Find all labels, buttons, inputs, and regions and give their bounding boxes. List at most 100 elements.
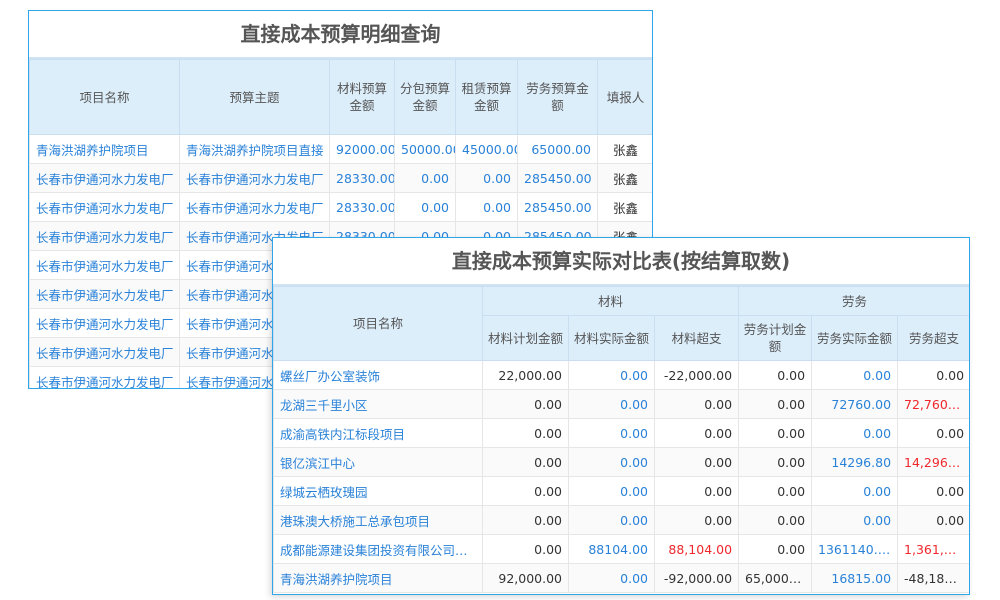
project-name-link[interactable]: 龙湖三千里小区	[273, 389, 483, 419]
compare-cell: 88,104.00	[653, 534, 740, 564]
compare-cell: 0.00	[568, 563, 655, 593]
compare-cell: 72760.00	[811, 389, 899, 419]
project-name-link[interactable]: 港珠澳大桥施工总承包项目	[273, 505, 483, 535]
compare-cell: 0.00	[568, 476, 655, 506]
compare-col-header[interactable]: 劳务计划金额	[738, 315, 813, 361]
compare-cell: 0.00	[482, 418, 569, 448]
group-labor: 劳务	[738, 286, 969, 316]
detail-cell: 45000.00	[455, 134, 518, 164]
detail-cell: 285450.00	[517, 192, 598, 222]
compare-cell: -92,000.00	[653, 563, 740, 593]
compare-cell: 0.00	[738, 476, 813, 506]
table-row[interactable]: 长春市伊通河水力发电厂 长春市伊通河水力发电厂 28330.00 0.00 0.00 28…	[29, 163, 652, 193]
compare-cell: 0.00	[568, 389, 655, 419]
compare-cell: 0.00	[738, 534, 813, 564]
compare-col-header[interactable]: 劳务超支	[897, 315, 969, 361]
detail-col-header[interactable]: 项目名称	[29, 59, 180, 135]
compare-cell: 88104.00	[568, 534, 655, 564]
compare-cell: 0.00	[568, 447, 655, 477]
project-name-link[interactable]: 成渝高铁内江标段项目	[273, 418, 483, 448]
compare-cell: 65,000.00	[738, 563, 813, 593]
compare-col-header[interactable]: 劳务实际金额	[811, 315, 899, 361]
compare-cell: 0.00	[568, 418, 655, 448]
project-name-link[interactable]: 螺丝厂办公室装饰	[273, 360, 483, 390]
detail-cell[interactable]: 青海洪湖养护院项目直接	[179, 134, 330, 164]
compare-cell: 0.00	[738, 447, 813, 477]
project-name-link[interactable]: 青海洪湖养护院项目	[273, 563, 483, 593]
detail-cell: 张鑫	[597, 163, 652, 193]
compare-table: 项目名称 材料 劳务 材料计划金额 材料实际金额 材料超支 劳务计划金额 劳务实际金额劳…	[273, 286, 969, 593]
compare-cell: 0.00	[653, 505, 740, 535]
detail-col-header[interactable]: 租赁预算金额	[455, 59, 518, 135]
detail-cell[interactable]: 长春市伊通河水力发电厂	[29, 366, 180, 388]
detail-col-header[interactable]: 材料预算金额	[329, 59, 395, 135]
compare-title: 直接成本预算实际对比表(按结算取数)	[273, 238, 969, 286]
detail-cell: 28330.00	[329, 192, 395, 222]
detail-cell: 0.00	[455, 163, 518, 193]
detail-cell[interactable]: 长春市伊通河水力发电厂	[29, 163, 180, 193]
detail-cell[interactable]: 长春市伊通河水力发电厂	[29, 192, 180, 222]
detail-cell[interactable]: 长春市伊通河水力发电厂	[29, 337, 180, 367]
compare-cell: 14296.80	[811, 447, 899, 477]
compare-cell: 0.00	[653, 389, 740, 419]
compare-cell: 14,296.80	[897, 447, 969, 477]
detail-cell: 92000.00	[329, 134, 395, 164]
table-row[interactable]: 青海洪湖养护院项目 92,000.00 0.00 -92,000.00 65,000.0…	[273, 563, 969, 593]
compare-cell: 1,361,140.00	[897, 534, 969, 564]
table-row[interactable]: 成都能源建设集团投资有限公司临时 0.00 88104.00 88,104.00 0.0…	[273, 534, 969, 564]
detail-cell: 0.00	[394, 192, 456, 222]
compare-cell: 0.00	[653, 447, 740, 477]
table-row[interactable]: 银亿滨江中心 0.00 0.00 0.00 0.00 14296.80 14,296.80	[273, 447, 969, 477]
table-row[interactable]: 成渝高铁内江标段项目 0.00 0.00 0.00 0.00 0.00 0.00	[273, 418, 969, 448]
budget-compare-panel: 直接成本预算实际对比表(按结算取数) 项目名称 材料 劳务 材料计划金额 材料实际…	[272, 237, 970, 595]
detail-col-header[interactable]: 分包预算金额	[394, 59, 456, 135]
detail-col-header[interactable]: 劳务预算金额	[517, 59, 598, 135]
detail-cell[interactable]: 长春市伊通河水力发电厂	[29, 308, 180, 338]
compare-cell: 0.00	[482, 476, 569, 506]
compare-cell: 72,760.00	[897, 389, 969, 419]
detail-cell[interactable]: 青海洪湖养护院项目	[29, 134, 180, 164]
compare-col-header[interactable]: 材料超支	[653, 315, 740, 361]
table-row[interactable]: 绿城云栖玫瑰园 0.00 0.00 0.00 0.00 0.00 0.00	[273, 476, 969, 506]
compare-col-header[interactable]: 材料实际金额	[568, 315, 655, 361]
compare-cell: -22,000.00	[653, 360, 740, 390]
compare-col-header[interactable]: 材料计划金额	[482, 315, 569, 361]
detail-cell: 28330.00	[329, 163, 395, 193]
compare-cell: -48,185.00	[897, 563, 969, 593]
detail-cell: 0.00	[455, 192, 518, 222]
detail-cell[interactable]: 长春市伊通河水力发电厂	[179, 163, 330, 193]
detail-cell: 50000.00	[394, 134, 456, 164]
compare-cell: 0.00	[738, 389, 813, 419]
compare-cell: 0.00	[653, 418, 740, 448]
detail-col-header[interactable]: 预算主题	[179, 59, 330, 135]
project-name-link[interactable]: 成都能源建设集团投资有限公司临时	[273, 534, 483, 564]
compare-cell: 0.00	[897, 505, 969, 535]
table-row[interactable]: 龙湖三千里小区 0.00 0.00 0.00 0.00 72760.00 72,760.00	[273, 389, 969, 419]
table-row[interactable]: 港珠澳大桥施工总承包项目 0.00 0.00 0.00 0.00 0.00 0.00	[273, 505, 969, 535]
compare-cell: 0.00	[811, 360, 899, 390]
compare-cell: 0.00	[897, 418, 969, 448]
col-project-name: 项目名称	[273, 286, 483, 361]
detail-cell[interactable]: 长春市伊通河水力发电厂	[179, 192, 330, 222]
compare-cell: 0.00	[568, 505, 655, 535]
table-row[interactable]: 青海洪湖养护院项目 青海洪湖养护院项目直接 92000.00 50000.00 4500…	[29, 134, 652, 164]
detail-cell: 65000.00	[517, 134, 598, 164]
detail-col-header[interactable]: 填报人	[597, 59, 652, 135]
project-name-link[interactable]: 银亿滨江中心	[273, 447, 483, 477]
compare-cell: 0.00	[738, 360, 813, 390]
compare-cell: 1361140.00	[811, 534, 899, 564]
detail-cell[interactable]: 长春市伊通河水力发电厂	[29, 250, 180, 280]
compare-cell: 0.00	[482, 505, 569, 535]
compare-cell: 0.00	[568, 360, 655, 390]
detail-cell: 285450.00	[517, 163, 598, 193]
project-name-link[interactable]: 绿城云栖玫瑰园	[273, 476, 483, 506]
detail-title: 直接成本预算明细查询	[29, 11, 652, 59]
compare-cell: 0.00	[482, 534, 569, 564]
detail-cell[interactable]: 长春市伊通河水力发电厂	[29, 279, 180, 309]
compare-cell: 22,000.00	[482, 360, 569, 390]
compare-cell: 0.00	[811, 418, 899, 448]
compare-cell: 0.00	[897, 360, 969, 390]
detail-cell[interactable]: 长春市伊通河水力发电厂	[29, 221, 180, 251]
table-row[interactable]: 长春市伊通河水力发电厂 长春市伊通河水力发电厂 28330.00 0.00 0.00 28…	[29, 192, 652, 222]
table-row[interactable]: 螺丝厂办公室装饰 22,000.00 0.00 -22,000.00 0.00 0.00 0…	[273, 360, 969, 390]
